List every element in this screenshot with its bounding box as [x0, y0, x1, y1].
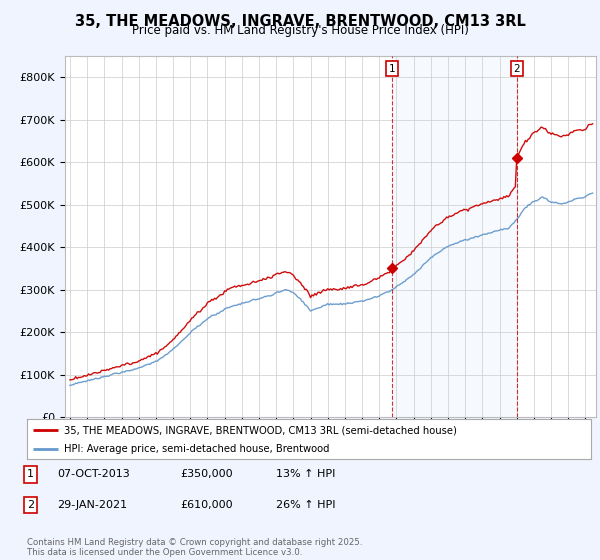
Text: Price paid vs. HM Land Registry's House Price Index (HPI): Price paid vs. HM Land Registry's House …: [131, 24, 469, 37]
Text: 29-JAN-2021: 29-JAN-2021: [57, 500, 127, 510]
Text: 2: 2: [514, 64, 520, 74]
Bar: [392, 56, 517, 417]
Text: £610,000: £610,000: [180, 500, 233, 510]
Text: 2: 2: [27, 500, 34, 510]
Text: 1: 1: [27, 469, 34, 479]
Text: 13% ↑ HPI: 13% ↑ HPI: [276, 469, 335, 479]
Text: 35, THE MEADOWS, INGRAVE, BRENTWOOD, CM13 3RL: 35, THE MEADOWS, INGRAVE, BRENTWOOD, CM1…: [74, 14, 526, 29]
Text: 1: 1: [389, 64, 395, 74]
Text: £350,000: £350,000: [180, 469, 233, 479]
Text: 35, THE MEADOWS, INGRAVE, BRENTWOOD, CM13 3RL (semi-detached house): 35, THE MEADOWS, INGRAVE, BRENTWOOD, CM1…: [64, 425, 457, 435]
Text: HPI: Average price, semi-detached house, Brentwood: HPI: Average price, semi-detached house,…: [64, 444, 329, 454]
Text: 26% ↑ HPI: 26% ↑ HPI: [276, 500, 335, 510]
Text: 07-OCT-2013: 07-OCT-2013: [57, 469, 130, 479]
Text: Contains HM Land Registry data © Crown copyright and database right 2025.
This d: Contains HM Land Registry data © Crown c…: [27, 538, 362, 557]
